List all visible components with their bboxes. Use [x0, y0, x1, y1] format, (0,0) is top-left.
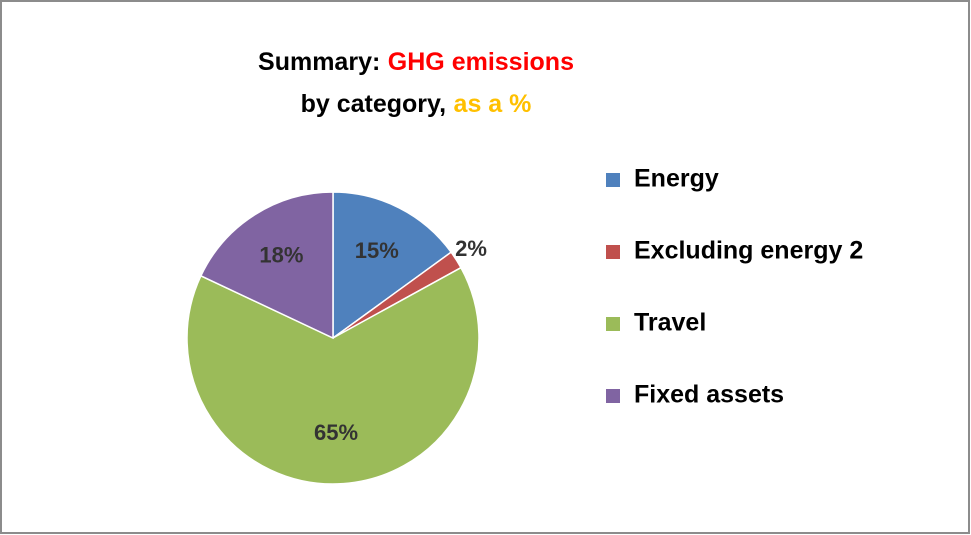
data-label: 2%	[455, 236, 487, 261]
legend-label: Energy	[634, 165, 719, 193]
title-part: by category,	[301, 90, 446, 118]
legend-label: Fixed assets	[634, 381, 784, 409]
legend-swatch	[606, 317, 620, 331]
data-label: 18%	[259, 242, 303, 267]
legend-swatch	[606, 245, 620, 259]
title-part: as a %	[454, 90, 532, 118]
legend-swatch	[606, 173, 620, 187]
pie-slice	[199, 191, 334, 340]
pie-slice	[186, 266, 480, 485]
legend-swatch	[606, 389, 620, 403]
title-part: GHG emissions	[388, 48, 574, 76]
data-label: 65%	[314, 420, 358, 445]
data-label: 15%	[355, 238, 399, 263]
legend-label: Excluding energy 2	[634, 237, 863, 265]
chart-title: by category, as a %	[301, 90, 532, 118]
title-part: Summary:	[258, 48, 380, 76]
chart-title: Summary: GHG emissions	[258, 48, 574, 76]
legend-label: Travel	[634, 309, 706, 337]
pie-slice	[332, 191, 453, 340]
